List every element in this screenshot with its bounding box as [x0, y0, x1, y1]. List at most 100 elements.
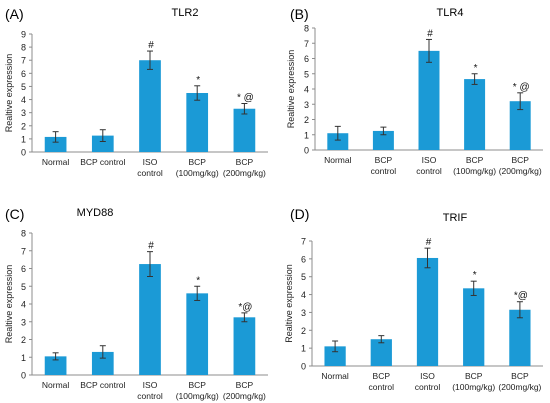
x-tick-label-line: BCP: [188, 380, 206, 390]
y-tick-label: 8: [304, 24, 309, 34]
x-tick-label: BCP control: [369, 371, 395, 392]
significance-marker: * @: [237, 92, 254, 103]
y-tick-label: 4: [304, 85, 309, 95]
x-tick-label-line: ISO: [143, 157, 158, 167]
bar: [509, 309, 531, 366]
bar: [370, 339, 392, 366]
y-tick-label: 5: [304, 69, 309, 79]
x-tick-label: Normal: [42, 380, 70, 390]
chart-panel-tlr2: (A) TLR2 0 1 2 3 4 5 6 7 8 9 Realtive expression No…: [0, 0, 275, 201]
x-tick-label: BCP control: [80, 380, 125, 390]
x-tick-label: Normal: [324, 155, 352, 165]
x-tick-label-line: BCP: [465, 371, 483, 381]
x-tick-label-line: Normal: [324, 155, 352, 165]
significance-marker: *: [196, 75, 200, 86]
bar: [233, 108, 256, 152]
x-tick-label-line: Normal: [42, 157, 70, 167]
x-tick-label-line: (100mg/kg): [176, 391, 219, 401]
y-axis-label: Realtive expression: [4, 54, 14, 133]
significance-marker: *: [196, 275, 200, 286]
y-tick-label: 3: [21, 108, 26, 118]
y-tick-label: 7: [304, 39, 309, 49]
y-tick-label: 0: [21, 148, 26, 158]
significance-marker: #: [426, 237, 432, 248]
x-tick-label: ISO control: [416, 155, 442, 176]
bar: [372, 130, 394, 150]
y-tick-label: 6: [21, 69, 26, 79]
bar: [139, 60, 161, 152]
x-tick-label-line: (200mg/kg): [223, 391, 266, 401]
x-tick-label-line: BCP: [188, 157, 206, 167]
y-tick-label: 7: [21, 246, 26, 256]
x-tick-label: BCP (100mg/kg): [176, 380, 219, 401]
x-tick-label-line: BCP: [236, 157, 254, 167]
x-tick-label-line: control: [416, 166, 442, 176]
y-tick-label: 0: [301, 362, 306, 372]
y-axis-label: Realtive expression: [4, 265, 14, 344]
x-tick-label: BCP (200mg/kg): [223, 380, 266, 401]
panel-letter: (B): [290, 6, 309, 22]
bar: [463, 288, 485, 366]
x-tick-label: BCP (200mg/kg): [498, 371, 541, 392]
x-tick-label-line: Normal: [42, 380, 70, 390]
x-tick-label-line: BCP: [511, 155, 529, 165]
x-tick-label: BCP (100mg/kg): [176, 157, 219, 178]
y-tick-label: 3: [21, 317, 26, 327]
y-tick-label: 4: [21, 300, 26, 310]
bar: [233, 317, 256, 375]
x-tick-label-line: ISO: [143, 380, 158, 390]
chart-title: TRIF: [442, 212, 468, 224]
y-tick-label: 1: [301, 344, 306, 354]
significance-marker: #: [148, 40, 154, 51]
y-tick-label: 2: [301, 326, 306, 336]
x-tick-label-line: Normal: [321, 371, 349, 381]
y-tick-label: 2: [21, 121, 26, 131]
y-tick-label: 1: [21, 353, 26, 363]
significance-marker: * @: [513, 82, 530, 93]
x-tick-label-line: (200mg/kg): [223, 168, 266, 178]
x-tick-label-line: BCP control: [80, 157, 125, 167]
y-tick-label: 3: [301, 308, 306, 318]
x-tick-label-line: ISO: [422, 155, 437, 165]
significance-marker: *: [474, 63, 478, 74]
x-tick-label-line: control: [369, 382, 395, 392]
y-tick-label: 2: [304, 115, 309, 125]
x-tick-label-line: BCP control: [80, 380, 125, 390]
bar-chart-svg: 0 1 2 3 4 5 6 7 8 Realtive expression Normal BCP co…: [4, 229, 268, 401]
y-tick-label: 7: [301, 237, 306, 247]
x-tick-label-line: control: [415, 382, 441, 392]
y-tick-label: 3: [304, 100, 309, 110]
bar: [91, 135, 114, 152]
y-tick-label: 5: [301, 272, 306, 282]
significance-marker: *: [473, 270, 477, 281]
significance-marker: *@: [238, 302, 252, 313]
x-tick-label-line: (200mg/kg): [498, 382, 541, 392]
y-axis-label: Realtive expression: [284, 264, 294, 343]
x-tick-label-line: ISO: [420, 371, 435, 381]
y-tick-label: 4: [301, 290, 306, 300]
x-tick-label: ISO control: [137, 157, 163, 178]
x-tick-label-line: (100mg/kg): [453, 166, 496, 176]
y-tick-label: 0: [21, 371, 26, 381]
y-tick-label: 2: [21, 335, 26, 345]
chart-panel-tlr4: (B) TLR4 0 1 2 3 4 5 6 7 8 Realtive expression Nor…: [275, 0, 550, 201]
x-tick-label-line: control: [137, 168, 163, 178]
x-tick-label: Normal: [321, 371, 349, 381]
bar: [324, 346, 346, 366]
bar: [186, 93, 209, 152]
significance-marker: #: [427, 28, 433, 39]
y-tick-label: 8: [21, 229, 26, 239]
x-tick-label: BCP (200mg/kg): [223, 157, 266, 178]
y-tick-label: 6: [301, 254, 306, 264]
y-axis-label: Realtive expression: [286, 50, 296, 129]
x-tick-label-line: BCP: [236, 380, 254, 390]
chart-title: TLR2: [171, 7, 199, 19]
x-tick-label: BCP (100mg/kg): [453, 155, 496, 176]
x-tick-label-line: BCP: [373, 371, 391, 381]
y-tick-label: 6: [21, 264, 26, 274]
chart-title: MYD88: [76, 207, 114, 219]
bar: [416, 257, 439, 366]
y-tick-label: 8: [21, 43, 26, 53]
